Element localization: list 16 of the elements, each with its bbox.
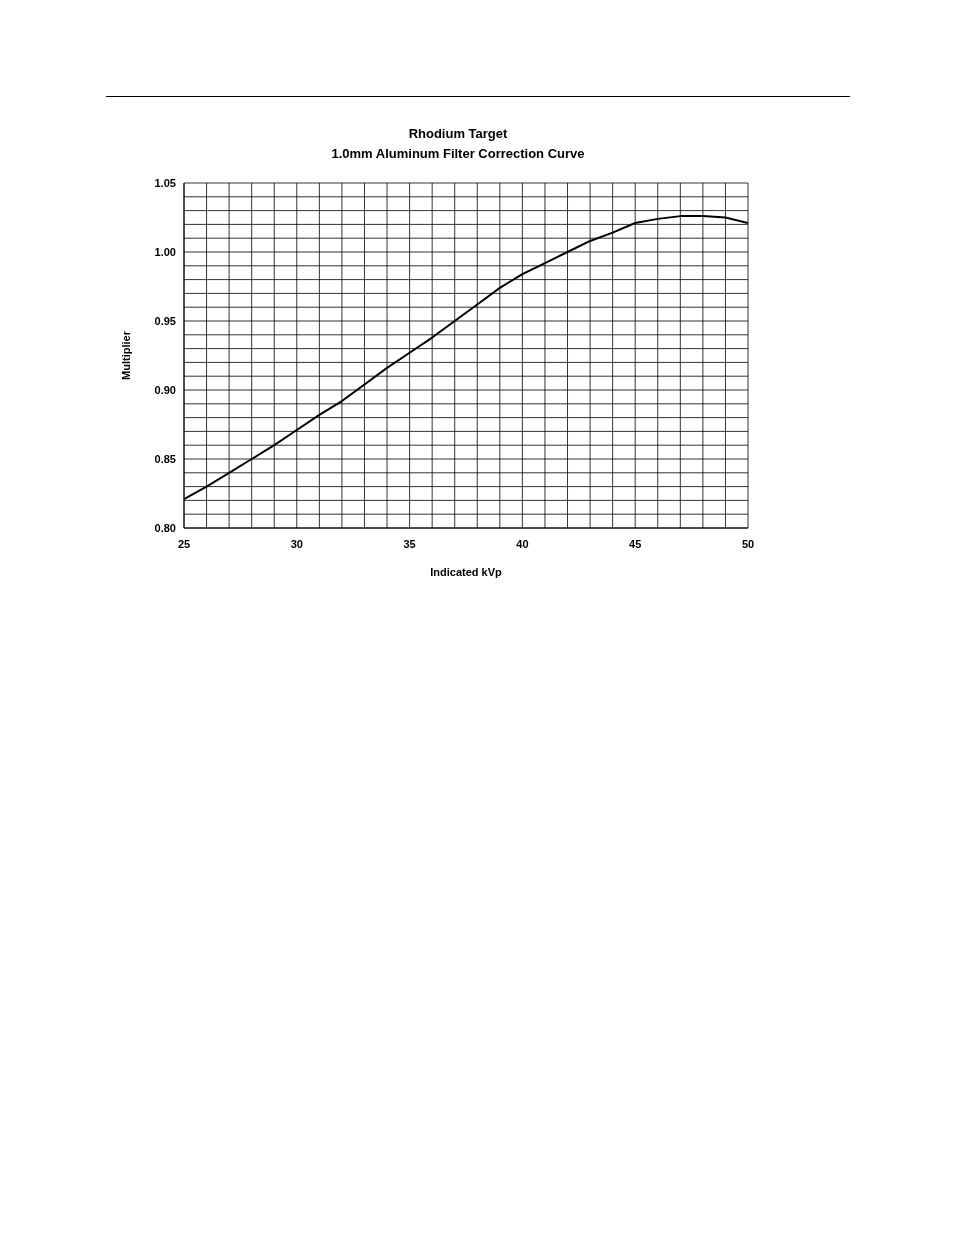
chart-title: Rhodium Target [407, 126, 509, 141]
y-tick-label: 0.95 [154, 314, 176, 327]
x-tick-label: 45 [629, 537, 642, 550]
x-tick-label: 50 [741, 537, 755, 550]
x-tick-label: 35 [403, 537, 416, 550]
y-tick-label: 0.85 [154, 452, 176, 465]
y-tick-label: 0.80 [154, 521, 176, 534]
chart-subtitle: 1.0mm Aluminum Filter Correction Curve [330, 146, 586, 161]
y-axis-title: Multiplier [119, 330, 132, 380]
y-tick-label: 0.90 [154, 383, 176, 396]
x-tick-label: 40 [516, 537, 529, 550]
x-axis-title: Indicated kVp [430, 566, 503, 578]
y-tick-label: 1.00 [154, 245, 176, 258]
y-tick-label: 1.05 [154, 176, 176, 189]
x-tick-label: 30 [290, 537, 303, 550]
x-tick-label: 25 [177, 537, 191, 550]
